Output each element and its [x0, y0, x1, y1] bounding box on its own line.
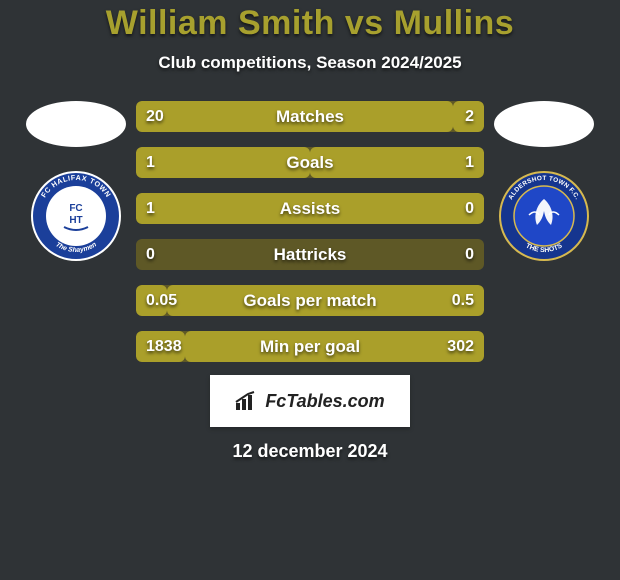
right-crest-svg: ALDERSHOT TOWN F.C. THE SHOTS: [499, 171, 589, 261]
brand-logo: FcTables.com: [235, 391, 384, 412]
stat-bar-matches: 202Matches: [136, 101, 484, 132]
right-player-col: ALDERSHOT TOWN F.C. THE SHOTS: [484, 101, 604, 261]
stat-bar-goals: 11Goals: [136, 147, 484, 178]
brand-box: FcTables.com: [210, 375, 410, 427]
svg-text:FC: FC: [69, 203, 82, 214]
bar-label: Matches: [136, 107, 484, 127]
date-text: 12 december 2024: [0, 441, 620, 462]
page-title: William Smith vs Mullins: [0, 4, 620, 43]
svg-text:HT: HT: [69, 215, 82, 226]
left-flag-oval: [26, 101, 126, 147]
bar-label: Min per goal: [136, 337, 484, 357]
subtitle: Club competitions, Season 2024/2025: [0, 53, 620, 73]
bar-label: Assists: [136, 199, 484, 219]
bar-label: Goals per match: [136, 291, 484, 311]
stat-bar-assists: 10Assists: [136, 193, 484, 224]
right-club-crest: ALDERSHOT TOWN F.C. THE SHOTS: [499, 171, 589, 261]
stat-bar-min-per-goal: 1838302Min per goal: [136, 331, 484, 362]
infographic-container: William Smith vs Mullins Club competitio…: [0, 0, 620, 580]
stat-bar-goals-per-match: 0.050.5Goals per match: [136, 285, 484, 316]
brand-text: FcTables.com: [265, 391, 384, 412]
main-row: FC HALIFAX TOWN The Shaymen FC HT 202Mat…: [0, 101, 620, 362]
bar-label: Hattricks: [136, 245, 484, 265]
left-player-col: FC HALIFAX TOWN The Shaymen FC HT: [16, 101, 136, 261]
chart-icon: [235, 391, 261, 411]
right-flag-oval: [494, 101, 594, 147]
left-club-crest: FC HALIFAX TOWN The Shaymen FC HT: [31, 171, 121, 261]
bar-label: Goals: [136, 153, 484, 173]
stat-bars: 202Matches 11Goals 10Assists 00Hattricks 0.0…: [136, 101, 484, 362]
left-crest-svg: FC HALIFAX TOWN The Shaymen FC HT: [31, 171, 121, 261]
stat-bar-hattricks: 00Hattricks: [136, 239, 484, 270]
